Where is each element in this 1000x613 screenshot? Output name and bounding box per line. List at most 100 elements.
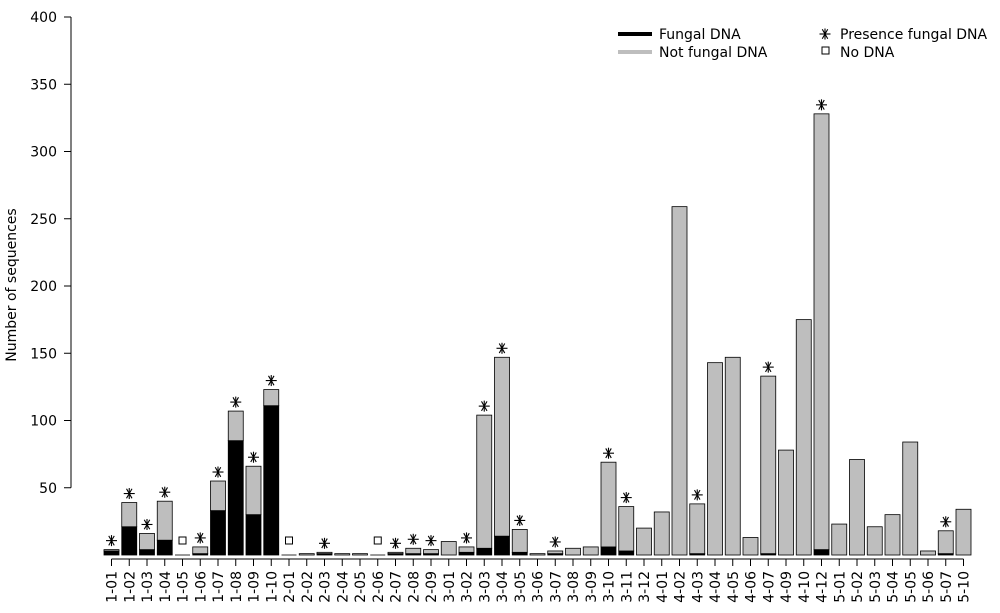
bar-fungal-dna [156, 539, 173, 556]
x-tick-label: 3-07 [548, 571, 564, 603]
x-tick-label: 4-09 [779, 571, 795, 603]
presence-fungal-dna-asterisk-icon [265, 375, 277, 387]
x-tick-label: 2-09 [424, 571, 440, 603]
presence-fungal-dna-asterisk-icon [159, 486, 171, 498]
bar-not-fungal-dna [884, 514, 901, 556]
x-tick-label: 2-03 [318, 571, 334, 603]
presence-fungal-dna-asterisk-icon [603, 447, 614, 459]
x-tick-label: 1-04 [158, 571, 174, 603]
bar-not-fungal-dna [121, 502, 138, 528]
x-tick-label: 3-12 [637, 571, 653, 603]
x-tick-label: 1-01 [105, 571, 121, 603]
x-tick-label: 1-10 [264, 571, 280, 603]
bar-not-fungal-dna [511, 529, 528, 553]
bar-fungal-dna [121, 526, 138, 556]
x-tick-label: 4-04 [708, 571, 724, 603]
bar-not-fungal-dna [866, 526, 883, 556]
bar-not-fungal-dna [955, 508, 972, 556]
bar-not-fungal-dna [600, 461, 617, 548]
bar-fungal-dna [227, 440, 244, 556]
bar-not-fungal-dna [671, 206, 688, 556]
x-tick-label: 4-10 [797, 571, 813, 603]
presence-fungal-dna-asterisk-icon [620, 492, 632, 504]
x-tick-label: 5-10 [957, 571, 973, 603]
x-tick-label: 1-03 [140, 571, 156, 603]
bar-not-fungal-dna [795, 319, 812, 556]
x-tick-label: 5-02 [850, 571, 866, 603]
presence-fungal-dna-asterisk-icon [212, 466, 224, 478]
bar-fungal-dna [600, 546, 617, 556]
presence-fungal-dna-asterisk-icon [407, 533, 419, 545]
x-tick-label: 1-02 [122, 571, 138, 603]
x-tick-label: 4-07 [761, 571, 777, 603]
bar-fungal-dna [139, 549, 155, 556]
bar-fungal-dna [813, 549, 830, 556]
x-tick-label: 5-01 [832, 571, 848, 603]
bar-not-fungal-dna [423, 549, 439, 555]
bar-not-fungal-dna [156, 500, 173, 541]
y-tick-label: 300 [30, 145, 57, 161]
bar-not-fungal-dna [742, 537, 759, 556]
bar-not-fungal-dna [405, 547, 422, 555]
bar-fungal-dna [458, 551, 475, 556]
x-tick-label: 2-07 [389, 571, 405, 603]
bars [103, 113, 972, 556]
presence-fungal-dna-asterisk-icon [940, 516, 952, 528]
x-tick-label: 2-02 [300, 571, 316, 603]
x-tick-label: 5-07 [939, 571, 955, 603]
legend-presence-label: Presence fungal DNA [840, 27, 988, 43]
legend: Fungal DNA Not fungal DNA Presence funga… [618, 27, 988, 61]
presence-fungal-dna-asterisk-icon [248, 451, 259, 463]
bar-not-fungal-dna [582, 546, 599, 556]
x-tick-label: 5-04 [886, 571, 902, 603]
presence-fungal-dna-asterisk-icon [425, 535, 437, 547]
x-tick-label: 3-05 [513, 571, 529, 603]
x-tick-label: 5-03 [868, 571, 884, 603]
y-axis-label: Number of sequences [4, 208, 20, 361]
x-tick-label: 3-04 [495, 571, 511, 603]
no-dna-square-icon [178, 536, 187, 545]
presence-fungal-dna-asterisk-icon [106, 535, 117, 547]
legend-not-fungal-dna-label: Not fungal DNA [659, 45, 768, 61]
bar-not-fungal-dna [139, 533, 155, 551]
bar-not-fungal-dna [937, 530, 954, 555]
x-tick-label: 4-01 [655, 571, 671, 603]
presence-fungal-dna-asterisk-icon [194, 532, 206, 544]
presence-fungal-dna-asterisk-icon [319, 537, 330, 549]
x-tick-label: 3-03 [477, 571, 493, 603]
presence-fungal-dna-asterisk-icon [514, 514, 526, 526]
y-tick-label: 400 [30, 10, 57, 26]
x-tick-label: 1-09 [247, 571, 263, 603]
x-tick-label: 2-01 [282, 571, 298, 603]
bar-not-fungal-dna [636, 527, 652, 556]
x-tick-label: 5-06 [921, 571, 937, 603]
y-tick-label: 100 [30, 414, 57, 430]
bar-not-fungal-dna [760, 375, 777, 555]
bar-not-fungal-dna [352, 553, 368, 556]
presence-fungal-dna-asterisk-icon [496, 342, 508, 354]
bar-not-fungal-dna [440, 541, 457, 556]
bar-not-fungal-dna [245, 465, 262, 516]
x-tick-label: 3-10 [602, 571, 618, 603]
x-tick-label: 1-08 [229, 571, 245, 603]
bar-not-fungal-dna [689, 503, 706, 555]
bar-not-fungal-dna [831, 523, 848, 556]
y-tick-label: 350 [30, 77, 57, 93]
bar-not-fungal-dna [227, 410, 244, 442]
x-tick-label: 4-06 [744, 571, 760, 603]
x-axis: 1-01 1-02 1-03 1-04 1-05 1-06 1-07 1-08 1-09 1-10… [105, 558, 973, 603]
legend-asterisk-icon [819, 28, 831, 40]
x-tick-label: 5-05 [903, 571, 919, 603]
presence-fungal-dna-asterisk-icon [141, 518, 153, 530]
x-tick-label: 2-08 [406, 571, 422, 603]
bar-not-fungal-dna [813, 113, 830, 551]
presence-fungal-dna-asterisk-icon [691, 489, 703, 501]
bar-fungal-dna [210, 510, 226, 556]
legend-fungal-dna-label: Fungal DNA [659, 27, 741, 43]
y-axis: 50 100 150 200 250 300 350 400 [30, 10, 72, 497]
bar-not-fungal-dna [707, 362, 723, 556]
y-tick-label: 200 [30, 279, 57, 295]
bar-not-fungal-dna [547, 550, 564, 555]
bar-not-fungal-dna [192, 546, 209, 555]
